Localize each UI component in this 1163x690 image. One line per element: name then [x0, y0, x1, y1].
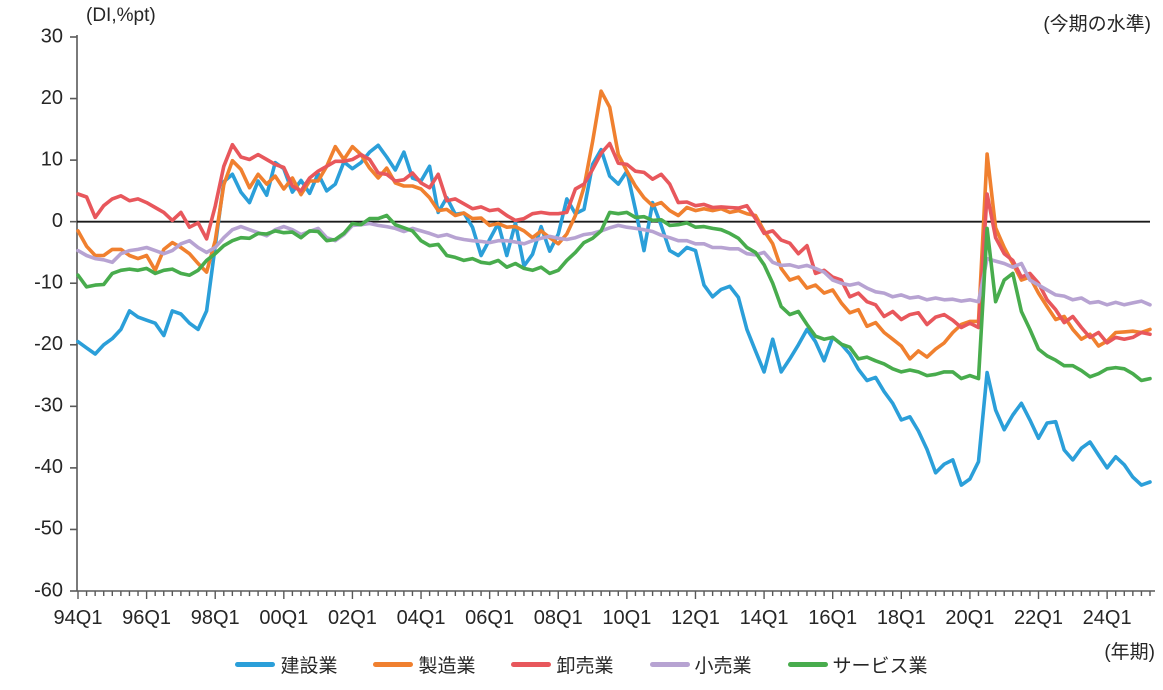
legend-label-wholesale: 卸売業: [556, 656, 614, 677]
x-tick-label: 98Q1: [191, 607, 240, 629]
y-axis-ticks: [70, 36, 77, 592]
series-line-manufacturing: [76, 89, 1152, 361]
series-line-construction: [76, 143, 1152, 487]
x-tick-label: 00Q1: [259, 607, 308, 629]
legend-item-manufacturing: 製造業: [373, 651, 475, 678]
y-axis-unit-label: (DI,%pt): [86, 5, 156, 26]
legend-label-manufacturing: 製造業: [418, 656, 476, 677]
y-tick-label: -50: [34, 518, 63, 540]
x-tick-label: 96Q1: [122, 607, 171, 629]
legend-item-retail: 小売業: [649, 651, 752, 678]
y-tick-label: 0: [52, 210, 63, 232]
x-tick-label: 22Q1: [1014, 607, 1063, 629]
y-tick-label: 10: [41, 148, 63, 170]
y-tick-label: 20: [41, 87, 63, 109]
y-tick-label: -30: [34, 395, 63, 417]
x-axis-ticks: [77, 591, 1151, 599]
x-tick-label: 04Q1: [397, 607, 446, 629]
y-tick-label: -40: [34, 456, 63, 478]
x-tick-label: 10Q1: [602, 607, 651, 629]
legend-swatch-construction: [235, 662, 276, 667]
y-tick-label: -10: [34, 272, 63, 294]
x-tick-label: 06Q1: [465, 607, 514, 629]
series-line-wholesale: [76, 141, 1152, 345]
y-tick-label: 30: [41, 25, 63, 47]
chart-legend: 建設業 製造業 卸売業 小売業 サービス業: [0, 651, 1163, 678]
y-tick-label: -20: [34, 333, 63, 355]
legend-item-wholesale: 卸売業: [511, 651, 614, 678]
legend-item-construction: 建設業: [235, 651, 337, 678]
legend-swatch-services: [787, 662, 828, 667]
x-axis-unit-label: (年期): [1104, 642, 1155, 663]
x-tick-label: 20Q1: [945, 607, 994, 629]
y-axis-labels: 30 20 10 0 -10 -20 -30 -40 -50 -60: [34, 25, 63, 601]
legend-swatch-manufacturing: [373, 662, 414, 667]
series-line-services: [76, 210, 1152, 383]
x-tick-label: 02Q1: [328, 607, 377, 629]
x-tick-label: 16Q1: [808, 607, 857, 629]
legend-label-services: サービス業: [832, 656, 928, 677]
x-tick-label: 12Q1: [671, 607, 720, 629]
x-tick-label: 24Q1: [1083, 607, 1132, 629]
x-axis-labels: 94Q1 96Q1 98Q1 00Q1 02Q1 04Q1 06Q1 08Q1 10Q1 12Q1…: [54, 607, 1132, 629]
legend-swatch-wholesale: [511, 662, 552, 667]
legend-label-retail: 小売業: [694, 656, 752, 677]
legend-swatch-retail: [649, 662, 690, 667]
x-tick-label: 94Q1: [54, 607, 103, 629]
x-tick-label: 18Q1: [877, 607, 926, 629]
y-tick-label: -60: [34, 579, 63, 601]
legend-label-construction: 建設業: [280, 656, 338, 677]
x-tick-label: 08Q1: [534, 607, 583, 629]
x-tick-label: 14Q1: [740, 607, 789, 629]
legend-item-services: サービス業: [787, 651, 928, 678]
chart-right-annotation: (今期の水準): [1043, 14, 1151, 35]
